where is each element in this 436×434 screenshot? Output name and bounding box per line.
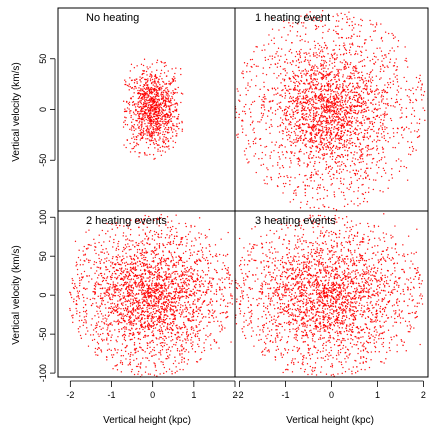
x-tick-label: 0 — [150, 390, 155, 400]
axes-layer: 50 0 -50 -2 -1 0 1 2 100 50 0 -50 -100 -2 -1 0 1 2 — [38, 54, 426, 400]
x-tick-label: 1 — [375, 390, 380, 400]
y-tick-label: 0 — [38, 293, 48, 298]
x-tick-label: -2 — [66, 390, 74, 400]
x-tick-label: 2 — [421, 390, 426, 400]
y-tick-label: -50 — [38, 328, 48, 341]
panel-frames — [57, 7, 429, 378]
x-tick-label: 1 — [191, 390, 196, 400]
scatter-points-panel-1 — [122, 58, 184, 160]
x-tick-label: -1 — [108, 390, 116, 400]
y-tick-label: -100 — [38, 364, 48, 382]
y-tick-label: 0 — [38, 107, 48, 112]
scatter-points-panel-3 — [69, 214, 233, 377]
y-axis-title-top: Vertical velocity (km/s) — [11, 62, 22, 161]
x-tick-label: 0 — [329, 390, 334, 400]
scatter-series-panel-4 — [235, 213, 424, 377]
scatter-points-panel-4 — [235, 213, 424, 377]
y-tick-label: 100 — [38, 210, 48, 225]
scatter-points-panel-2 — [235, 10, 428, 211]
panel-label-4: 3 heating events — [255, 215, 336, 227]
x-tick-label: -1 — [282, 390, 290, 400]
panel-label-2: 1 heating event — [255, 12, 330, 24]
panel-label-1: No heating — [86, 12, 139, 24]
panel-frame-4 — [234, 210, 429, 378]
scatter-series-panel-3 — [69, 214, 233, 377]
y-tick-label: -50 — [38, 154, 48, 167]
y-tick-label: 50 — [38, 54, 48, 64]
x-axis-title-right: Vertical height (kpc) — [286, 415, 374, 426]
y-axis-title-bottom: Vertical velocity (km/s) — [11, 245, 22, 344]
y-tick-label: 50 — [38, 251, 48, 261]
panel-label-3: 2 heating events — [86, 215, 167, 227]
x-axis-title-left: Vertical height (kpc) — [103, 415, 191, 426]
x-tick-label: 2 — [232, 390, 237, 400]
scatter-series-panel-2 — [235, 10, 428, 211]
scatter-series-panel-1 — [122, 58, 184, 160]
panel-labels-layer: No heating 1 heating event 2 heating event… — [86, 12, 336, 227]
scatter-points-layer — [69, 10, 428, 377]
x-tick-label: -2 — [236, 390, 244, 400]
